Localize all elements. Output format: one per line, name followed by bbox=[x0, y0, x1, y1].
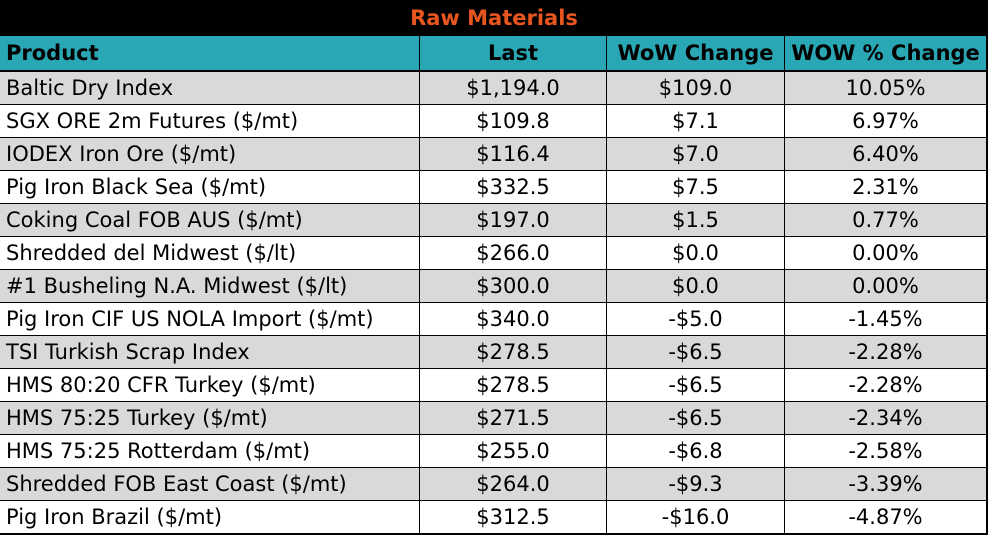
cell-last: $332.5 bbox=[420, 171, 607, 204]
table-row: Coking Coal FOB AUS ($/mt) $197.0 $1.5 0.77… bbox=[0, 204, 988, 237]
cell-product: Pig Iron CIF US NOLA Import ($/mt) bbox=[0, 303, 420, 336]
cell-last: $109.8 bbox=[420, 105, 607, 138]
column-header-wow-percent-change: WOW % Change bbox=[785, 36, 988, 72]
cell-last: $266.0 bbox=[420, 237, 607, 270]
cell-product: HMS 75:25 Turkey ($/mt) bbox=[0, 402, 420, 435]
cell-wow-percent-change: 0.77% bbox=[785, 204, 988, 237]
cell-last: $255.0 bbox=[420, 435, 607, 468]
table-row: Pig Iron CIF US NOLA Import ($/mt) $340.0… bbox=[0, 303, 988, 336]
cell-product: TSI Turkish Scrap Index bbox=[0, 336, 420, 369]
cell-wow-change: -$16.0 bbox=[607, 501, 785, 534]
cell-last: $1,194.0 bbox=[420, 72, 607, 105]
cell-wow-change: $7.1 bbox=[607, 105, 785, 138]
cell-wow-change: -$6.8 bbox=[607, 435, 785, 468]
cell-last: $278.5 bbox=[420, 336, 607, 369]
cell-product: HMS 75:25 Rotterdam ($/mt) bbox=[0, 435, 420, 468]
cell-product: Coking Coal FOB AUS ($/mt) bbox=[0, 204, 420, 237]
cell-wow-percent-change: -1.45% bbox=[785, 303, 988, 336]
cell-product: Pig Iron Black Sea ($/mt) bbox=[0, 171, 420, 204]
cell-last: $312.5 bbox=[420, 501, 607, 534]
cell-last: $197.0 bbox=[420, 204, 607, 237]
table-row: Pig Iron Black Sea ($/mt) $332.5 $7.5 2.31% bbox=[0, 171, 988, 204]
table-row: HMS 75:25 Turkey ($/mt) $271.5 -$6.5 -2.34% bbox=[0, 402, 988, 435]
table-row: IODEX Iron Ore ($/mt) $116.4 $7.0 6.40% bbox=[0, 138, 988, 171]
cell-product: #1 Busheling N.A. Midwest ($/lt) bbox=[0, 270, 420, 303]
cell-wow-percent-change: 2.31% bbox=[785, 171, 988, 204]
table-header-row: Product Last WoW Change WOW % Change bbox=[0, 36, 988, 72]
cell-wow-change: $109.0 bbox=[607, 72, 785, 105]
cell-wow-change: $0.0 bbox=[607, 270, 785, 303]
cell-product: HMS 80:20 CFR Turkey ($/mt) bbox=[0, 369, 420, 402]
cell-product: Shredded FOB East Coast ($/mt) bbox=[0, 468, 420, 501]
cell-wow-percent-change: -2.28% bbox=[785, 336, 988, 369]
table-row: Pig Iron Brazil ($/mt) $312.5 -$16.0 -4.87% bbox=[0, 501, 988, 534]
cell-last: $116.4 bbox=[420, 138, 607, 171]
cell-last: $278.5 bbox=[420, 369, 607, 402]
cell-wow-change: -$6.5 bbox=[607, 402, 785, 435]
cell-product: Baltic Dry Index bbox=[0, 72, 420, 105]
cell-wow-percent-change: -3.39% bbox=[785, 468, 988, 501]
cell-wow-percent-change: 10.05% bbox=[785, 72, 988, 105]
cell-wow-change: -$9.3 bbox=[607, 468, 785, 501]
table-row: #1 Busheling N.A. Midwest ($/lt) $300.0 $0… bbox=[0, 270, 988, 303]
column-header-last: Last bbox=[420, 36, 607, 72]
cell-wow-percent-change: 0.00% bbox=[785, 237, 988, 270]
cell-wow-change: -$6.5 bbox=[607, 336, 785, 369]
cell-product: IODEX Iron Ore ($/mt) bbox=[0, 138, 420, 171]
cell-product: SGX ORE 2m Futures ($/mt) bbox=[0, 105, 420, 138]
cell-wow-change: $1.5 bbox=[607, 204, 785, 237]
cell-wow-change: $7.0 bbox=[607, 138, 785, 171]
table-row: TSI Turkish Scrap Index $278.5 -$6.5 -2.28% bbox=[0, 336, 988, 369]
cell-wow-change: $0.0 bbox=[607, 237, 785, 270]
cell-last: $264.0 bbox=[420, 468, 607, 501]
cell-wow-percent-change: 6.40% bbox=[785, 138, 988, 171]
cell-product: Shredded del Midwest ($/lt) bbox=[0, 237, 420, 270]
cell-last: $340.0 bbox=[420, 303, 607, 336]
table-row: HMS 75:25 Rotterdam ($/mt) $255.0 -$6.8 -2.… bbox=[0, 435, 988, 468]
table-row: Shredded FOB East Coast ($/mt) $264.0 -$9.… bbox=[0, 468, 988, 501]
table-row: SGX ORE 2m Futures ($/mt) $109.8 $7.1 6.97% bbox=[0, 105, 988, 138]
cell-wow-change: -$6.5 bbox=[607, 369, 785, 402]
cell-wow-change: $7.5 bbox=[607, 171, 785, 204]
cell-wow-percent-change: 6.97% bbox=[785, 105, 988, 138]
cell-wow-percent-change: 0.00% bbox=[785, 270, 988, 303]
table-row: Shredded del Midwest ($/lt) $266.0 $0.0 0.0… bbox=[0, 237, 988, 270]
cell-last: $271.5 bbox=[420, 402, 607, 435]
column-header-product: Product bbox=[0, 36, 420, 72]
cell-wow-percent-change: -2.58% bbox=[785, 435, 988, 468]
column-header-wow-change: WoW Change bbox=[607, 36, 785, 72]
table-title: Raw Materials bbox=[0, 0, 988, 36]
cell-last: $300.0 bbox=[420, 270, 607, 303]
cell-wow-percent-change: -4.87% bbox=[785, 501, 988, 534]
cell-wow-change: -$5.0 bbox=[607, 303, 785, 336]
table-row: Baltic Dry Index $1,194.0 $109.0 10.05% bbox=[0, 72, 988, 105]
table-row: HMS 80:20 CFR Turkey ($/mt) $278.5 -$6.5 -2… bbox=[0, 369, 988, 402]
cell-product: Pig Iron Brazil ($/mt) bbox=[0, 501, 420, 534]
cell-wow-percent-change: -2.28% bbox=[785, 369, 988, 402]
cell-wow-percent-change: -2.34% bbox=[785, 402, 988, 435]
